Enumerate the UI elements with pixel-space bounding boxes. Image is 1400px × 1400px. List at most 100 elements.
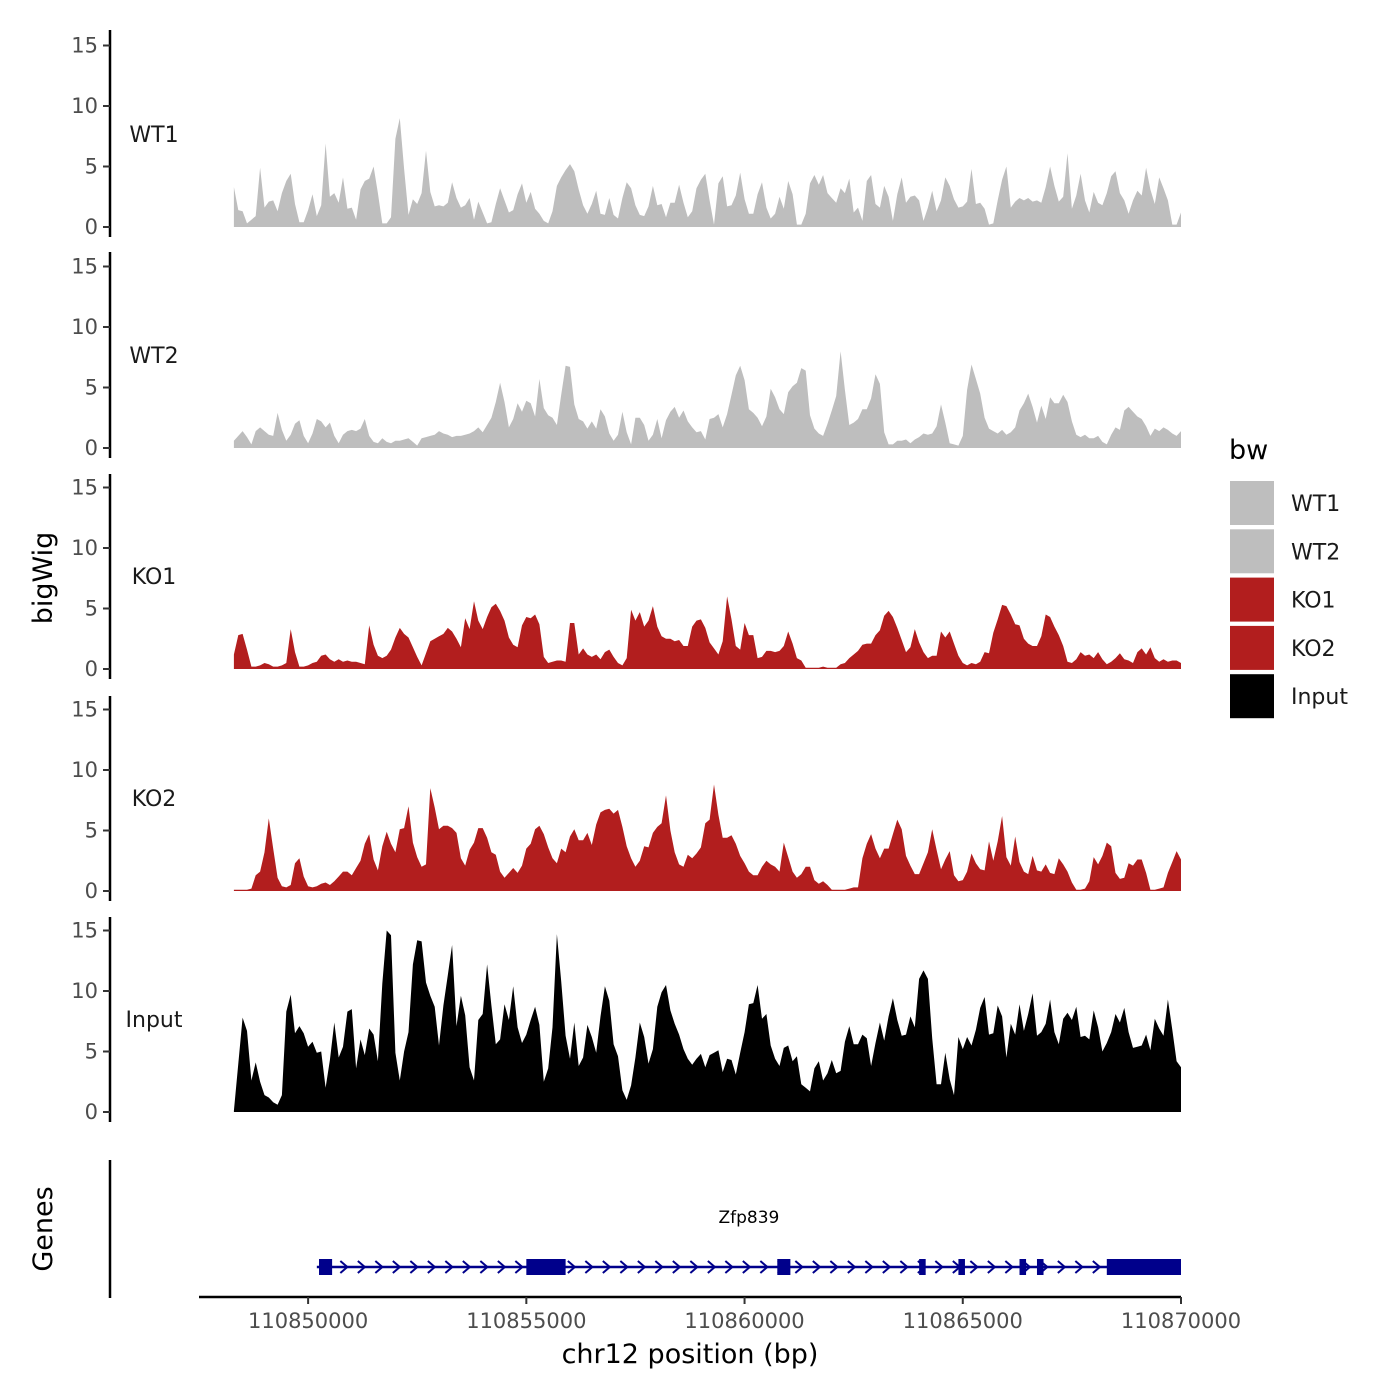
- strand-arrow: [374, 1260, 384, 1274]
- legend-item-input: Input: [1230, 674, 1348, 719]
- strand-arrow: [969, 1260, 979, 1274]
- track-input: 0 5 10 15 Input: [71, 917, 1181, 1124]
- gene-models: Zfp839: [316, 1208, 1181, 1275]
- y-tick-label: 10: [71, 94, 98, 118]
- strand-arrow: [724, 1260, 734, 1274]
- x-tick-label: 110870000: [1121, 1309, 1241, 1333]
- strand-arrow: [637, 1260, 647, 1274]
- x-tick-label: 110860000: [684, 1309, 804, 1333]
- strand-arrow: [357, 1260, 367, 1274]
- signal-tracks: 0 5 10 15 WT1 0 5 10 15 WT2 0 5 10 15 KO1 0 5 10 15 KO2 0 5 10…: [71, 30, 1181, 1124]
- strand-arrow: [392, 1260, 402, 1274]
- x-ticks: 110850000 110855000 110860000 110865000 1108…: [248, 1297, 1241, 1333]
- gene-model: Zfp839: [316, 1208, 1181, 1275]
- y-tick-label: 5: [85, 376, 98, 400]
- y-tick-label: 15: [71, 255, 98, 279]
- strand-arrow: [899, 1260, 909, 1274]
- track-label: KO2: [132, 787, 177, 812]
- legend-label: Input: [1291, 685, 1348, 710]
- strand-arrow: [759, 1260, 769, 1274]
- strand-arrow: [847, 1260, 857, 1274]
- strand-arrow: [427, 1260, 437, 1274]
- strand-arrow: [689, 1260, 699, 1274]
- strand-arrow: [1074, 1260, 1084, 1274]
- legend-label: KO1: [1291, 589, 1336, 614]
- signal-area-input: [233, 930, 1181, 1112]
- legend-title: bw: [1229, 435, 1268, 466]
- y-tick-label: 5: [85, 819, 98, 843]
- track-label: WT2: [129, 344, 178, 369]
- signal-area-wt2: [233, 351, 1181, 448]
- strand-arrow: [619, 1260, 629, 1274]
- strand-arrow: [444, 1260, 454, 1274]
- y-tick-label: 0: [85, 657, 98, 681]
- y-tick-label: 0: [85, 879, 98, 903]
- legend-swatch: [1230, 577, 1274, 622]
- y-tick-label: 15: [71, 34, 98, 58]
- y-tick-label: 15: [71, 698, 98, 722]
- track-label: WT1: [129, 123, 178, 148]
- track-label: Input: [126, 1008, 183, 1033]
- strand-arrow: [1004, 1260, 1014, 1274]
- y-tick-label: 5: [85, 1040, 98, 1064]
- strand-arrow: [602, 1260, 612, 1274]
- gene-exon: [1019, 1259, 1027, 1275]
- legend: bw WT1 WT2 KO1 KO2 Input: [1229, 435, 1348, 719]
- y-tick-label: 15: [71, 476, 98, 500]
- strand-arrow: [1092, 1260, 1102, 1274]
- strand-arrow: [462, 1260, 472, 1274]
- gene-exon: [319, 1259, 333, 1275]
- y-tick-label: 10: [71, 758, 98, 782]
- track-wt1: 0 5 10 15 WT1: [71, 30, 1181, 239]
- strand-arrow: [514, 1260, 524, 1274]
- track-ko1: 0 5 10 15 KO1: [71, 474, 1181, 681]
- gene-exon: [1106, 1259, 1181, 1275]
- x-tick-label: 110850000: [248, 1309, 368, 1333]
- strand-arrow: [829, 1260, 839, 1274]
- strand-arrow: [812, 1260, 822, 1274]
- strand-arrow: [882, 1260, 892, 1274]
- strand-arrow: [1057, 1260, 1067, 1274]
- strand-arrow: [934, 1260, 944, 1274]
- legend-swatch: [1230, 625, 1274, 670]
- y-tick-label: 0: [85, 436, 98, 460]
- strand-arrow: [339, 1260, 349, 1274]
- gene-exon: [777, 1259, 791, 1275]
- legend-label: WT1: [1291, 492, 1340, 517]
- strand-arrow: [409, 1260, 419, 1274]
- legend-item-wt2: WT2: [1230, 529, 1340, 574]
- signal-area-ko2: [233, 784, 1181, 891]
- strand-arrow: [864, 1260, 874, 1274]
- strand-arrow: [584, 1260, 594, 1274]
- legend-item-ko1: KO1: [1230, 577, 1336, 622]
- x-tick-label: 110855000: [466, 1309, 586, 1333]
- legend-label: WT2: [1291, 540, 1340, 565]
- y-tick-label: 5: [85, 597, 98, 621]
- strand-arrow: [479, 1260, 489, 1274]
- gene-exon: [919, 1259, 926, 1275]
- y-tick-label: 15: [71, 919, 98, 943]
- track-ko2: 0 5 10 15 KO2: [71, 696, 1181, 903]
- legend-swatch: [1230, 529, 1274, 574]
- track-wt2: 0 5 10 15 WT2: [71, 252, 1181, 460]
- legend-item-ko2: KO2: [1230, 625, 1336, 670]
- strand-arrow: [672, 1260, 682, 1274]
- strand-arrow: [987, 1260, 997, 1274]
- strand-arrow: [707, 1260, 717, 1274]
- gene-track: Genes Zfp839: [28, 1160, 1181, 1298]
- x-tick-label: 110865000: [903, 1309, 1023, 1333]
- y-tick-label: 5: [85, 155, 98, 179]
- genes-axis-title: Genes: [28, 1186, 59, 1271]
- gene-name-label: Zfp839: [718, 1208, 779, 1228]
- signal-area-ko1: [233, 596, 1181, 669]
- y-tick-label: 0: [85, 1100, 98, 1124]
- y-tick-label: 0: [85, 215, 98, 239]
- signal-area-wt1: [233, 118, 1181, 227]
- gene-exon: [958, 1259, 965, 1275]
- legend-label: KO2: [1291, 637, 1336, 662]
- legend-item-wt1: WT1: [1230, 481, 1340, 525]
- legend-swatch: [1230, 674, 1274, 719]
- y-tick-label: 10: [71, 315, 98, 339]
- strand-arrow: [794, 1260, 804, 1274]
